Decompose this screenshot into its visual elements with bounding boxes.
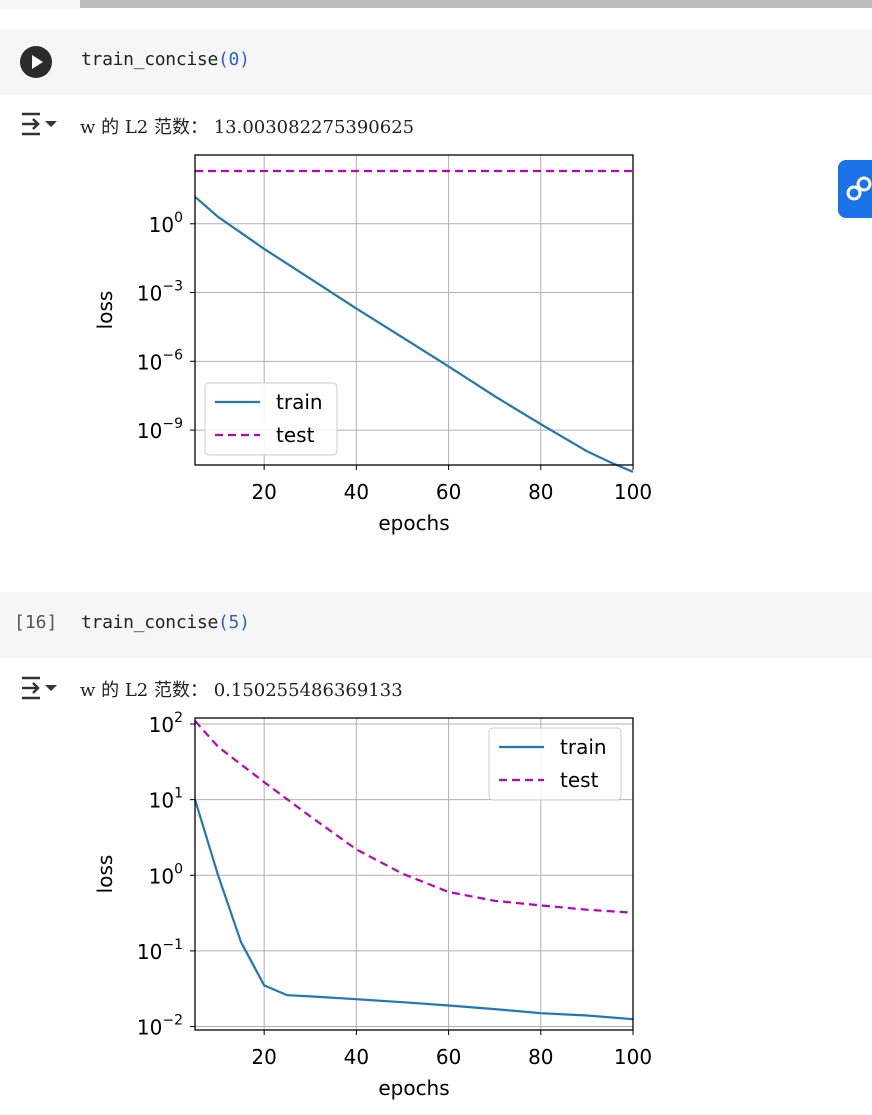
output-text-1: w 的 L2 范数： 13.003082275390625: [80, 117, 415, 138]
code-argument: 0: [228, 49, 240, 70]
x-tick-label: 100: [614, 480, 652, 504]
code-function: train_concise: [81, 612, 218, 633]
x-tick-label: 80: [528, 480, 553, 504]
y-tick-label: 101: [149, 786, 183, 813]
run-cell-button[interactable]: [20, 46, 52, 78]
output-toggle-icon[interactable]: [18, 675, 58, 701]
y-axis-label: loss: [93, 291, 117, 330]
y-tick-label: 10−1: [137, 937, 183, 964]
previous-cell-scroll-bar[interactable]: [80, 0, 872, 8]
x-tick-label: 40: [344, 1045, 369, 1069]
x-tick-label: 80: [528, 1045, 553, 1069]
loss-chart-2: 20 40 60 80 100 102 101 100 10−1 10−2 epochs loss tr…: [93, 710, 652, 1100]
x-tick-label: 60: [436, 1045, 461, 1069]
gutter-strip: [0, 0, 80, 10]
series-line-train: [194, 195, 634, 473]
y-tick-label: 10−3: [137, 279, 183, 306]
y-tick-label: 10−9: [137, 416, 183, 443]
legend-label-test: test: [276, 423, 315, 447]
code-cell-2[interactable]: [16] train_concise(5): [0, 592, 872, 658]
code-paren-close: ): [239, 49, 250, 70]
legend: train test: [488, 727, 622, 801]
code-line-1[interactable]: train_concise(0): [81, 49, 250, 70]
x-tick-label: 40: [344, 480, 369, 504]
y-tick-label: 100: [149, 210, 183, 237]
code-line-2[interactable]: train_concise(5): [81, 612, 250, 633]
link-icon: [846, 176, 872, 201]
legend-label-train: train: [276, 390, 323, 414]
output-text-2: w 的 L2 范数： 0.150255486369133: [80, 680, 403, 701]
play-icon: [32, 55, 43, 69]
y-tick-label: 10−2: [137, 1013, 183, 1040]
y-tick-label: 102: [149, 710, 183, 737]
execution-count: [16]: [14, 612, 58, 633]
plot-frame: [194, 717, 634, 1031]
y-axis-label: loss: [93, 855, 117, 894]
code-paren-open: (: [217, 612, 229, 633]
legend-label-test: test: [560, 768, 599, 792]
code-cell-1[interactable]: train_concise(0): [0, 29, 872, 95]
loss-chart-1: 20 40 60 80 100 100 10−3 10−6 10−9 epochs loss trai…: [93, 154, 652, 535]
x-tick-label: 60: [436, 480, 461, 504]
side-panel-tab[interactable]: [838, 160, 872, 218]
x-tick-label: 20: [251, 480, 276, 504]
y-tick-label: 10−6: [137, 347, 183, 374]
legend: train test: [204, 382, 338, 456]
series-line-test: [194, 720, 634, 914]
output-toggle-icon[interactable]: [18, 111, 58, 137]
series-line-train: [193, 799, 634, 1021]
x-tick-label: 20: [251, 1045, 276, 1069]
previous-output-strip: [0, 0, 872, 10]
x-axis-label: epochs: [378, 1076, 449, 1100]
code-paren-close: ): [239, 612, 250, 633]
code-paren-open: (: [217, 49, 229, 70]
plot-frame: [194, 154, 634, 466]
x-axis-label: epochs: [378, 511, 449, 535]
legend-label-train: train: [560, 735, 607, 759]
code-argument: 5: [228, 612, 240, 633]
x-tick-label: 100: [614, 1045, 652, 1069]
code-function: train_concise: [81, 49, 218, 70]
y-tick-label: 100: [149, 861, 183, 888]
